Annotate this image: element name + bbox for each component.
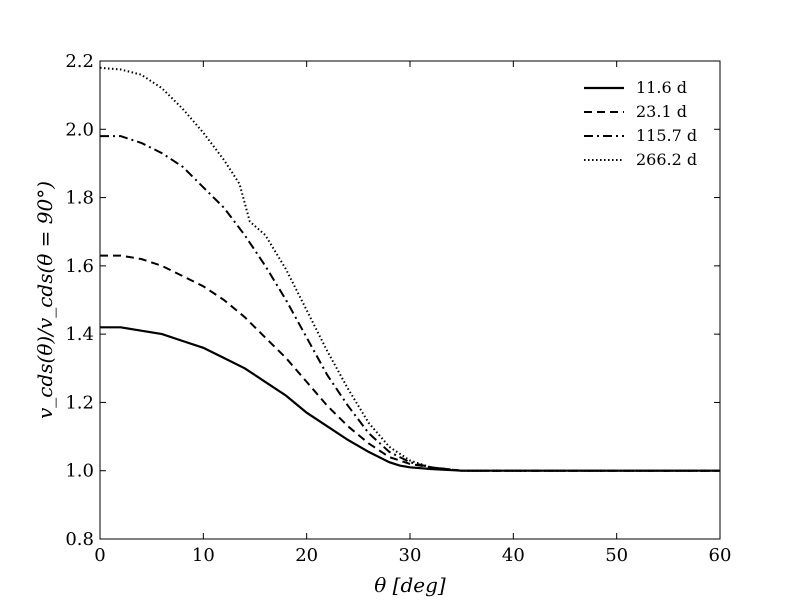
series-line-1 [100,326,720,472]
x-tick-label: 50 [605,545,628,566]
x-tick-label: 30 [399,545,422,566]
y-axis-label: v_cds(θ)/v_cds(θ = 90°) [33,181,57,419]
x-tick-label: 20 [295,545,318,566]
y-tick-label: 2.0 [65,119,94,140]
y-tick-label: 0.8 [65,529,94,550]
tick-labels-layer: 0 10 20 30 40 50 60 0.8 1.0 1.2 1.4 1.6 1.8 2.0 2.2 [65,51,731,566]
legend-label-1: 11.6 d [636,78,687,97]
y-tick-label: 1.8 [65,188,94,209]
y-tick-label: 1.4 [65,324,94,345]
y-tick-label: 1.2 [65,392,94,413]
series-layer [99,66,720,472]
legend-label-2: 23.1 d [636,102,687,121]
x-tick-label: 0 [94,545,105,566]
x-axis-label: θ [deg] [374,573,446,597]
legend-label-4: 266.2 d [636,150,697,169]
y-tick-label: 1.0 [65,461,94,482]
legend-label-3: 115.7 d [636,126,697,145]
legend: 11.6 d 23.1 d 115.7 d 266.2 d [584,78,697,169]
x-tick-label: 40 [502,545,525,566]
series-line-4 [99,66,720,472]
series-line-2 [100,254,720,472]
x-tick-label: 60 [709,545,732,566]
series-line-3 [100,135,720,472]
y-tick-label: 2.2 [65,51,94,72]
y-tick-label: 1.6 [65,256,94,277]
x-tick-label: 10 [192,545,215,566]
ticks-layer [99,60,721,540]
